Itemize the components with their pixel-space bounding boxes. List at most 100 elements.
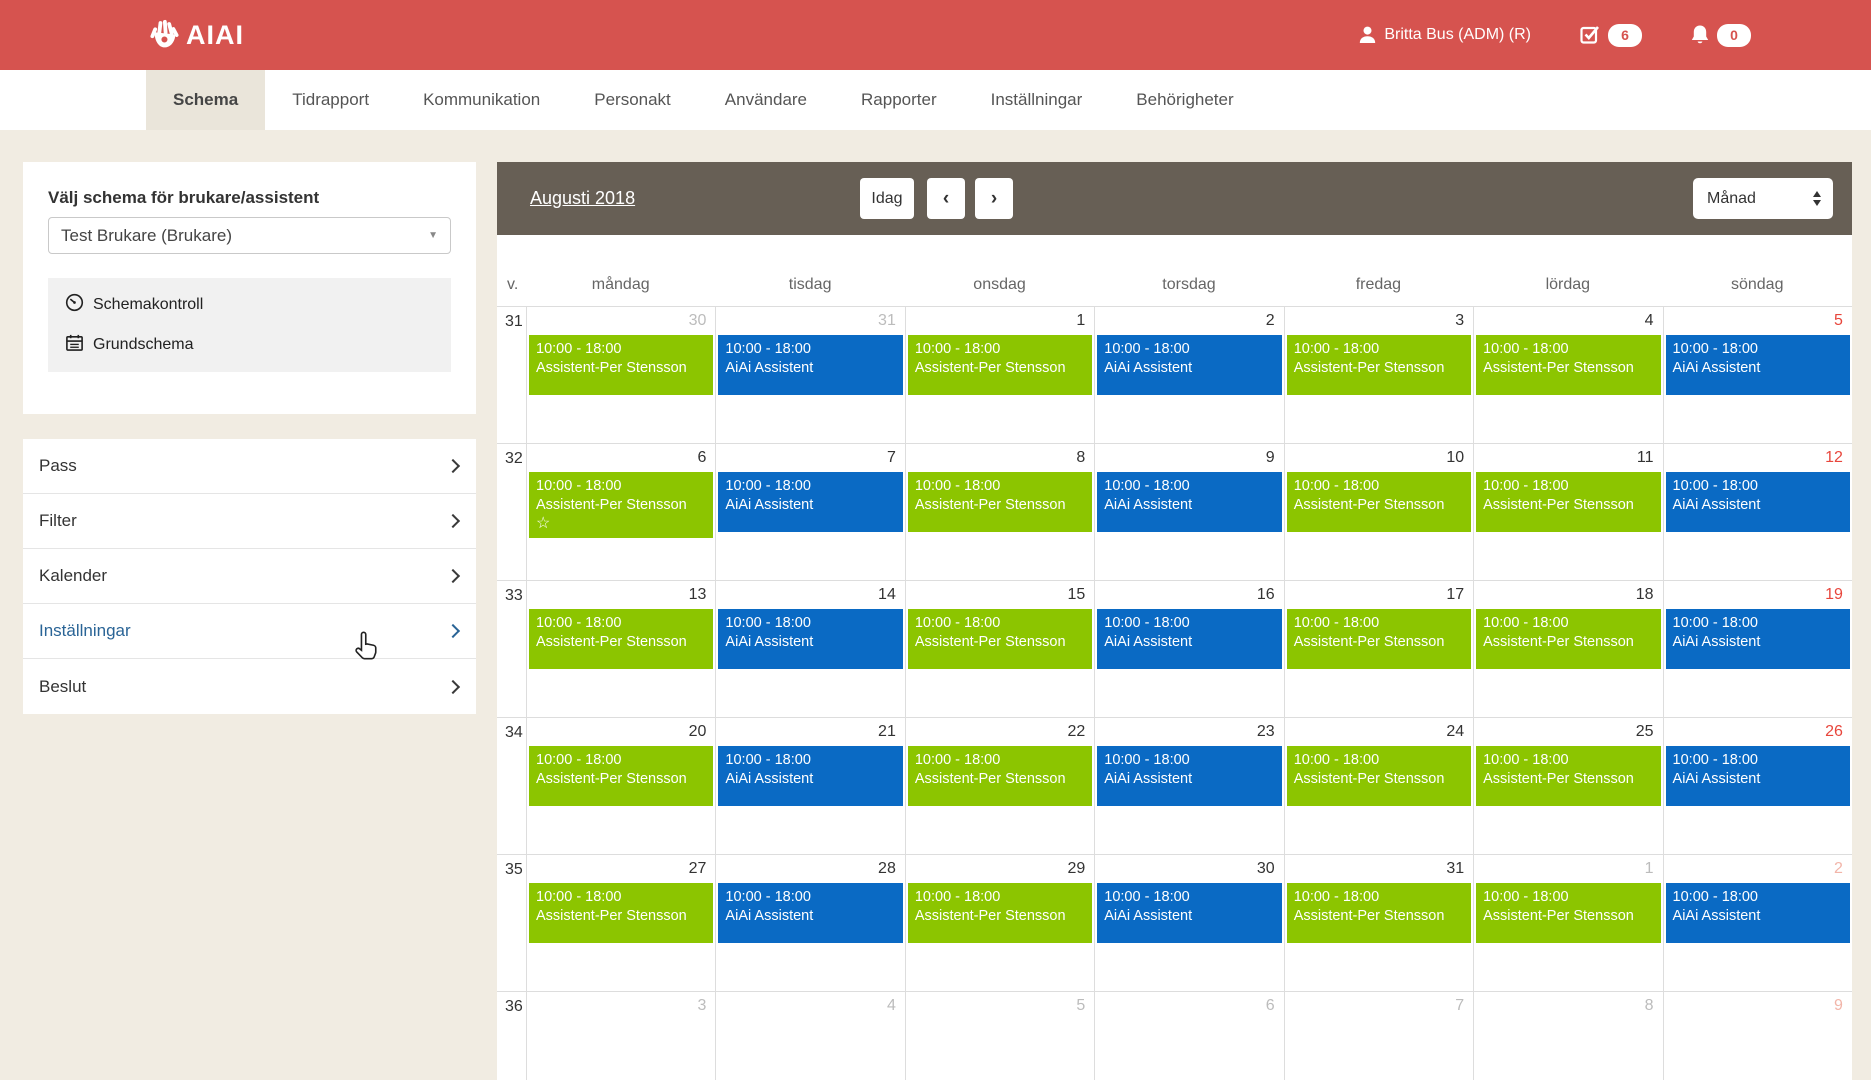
calendar-event[interactable]: 10:00 - 18:00 Assistent-Per Stensson [907,609,1093,669]
sidebar-link-gauge[interactable]: Schemakontroll [65,293,434,317]
day-cell: 20 10:00 - 18:00 Assistent-Per Stensson [526,718,715,854]
calendar-event[interactable]: 10:00 - 18:00 Assistent-Per Stensson [529,746,714,806]
accordion-item[interactable]: Pass [23,439,476,494]
event-title: Assistent-Per Stensson [1293,908,1445,925]
event-title: Assistent-Per Stensson [914,771,1066,788]
calendar-event[interactable]: 10:00 - 18:00 AiAi Assistent [718,472,903,532]
calendar-event[interactable]: 10:00 - 18:00 Assistent-Per Stensson [907,746,1093,806]
calendar-event[interactable]: 10:00 - 18:00 Assistent-Per Stensson [907,472,1093,532]
calendar-event[interactable]: 10:00 - 18:00 Assistent-Per Stensson [529,335,714,395]
calendar-event[interactable]: 10:00 - 18:00 AiAi Assistent [718,609,903,669]
week-number: 31 [505,313,523,330]
schema-select-label: Välj schema för brukare/assistent [48,188,320,207]
calendar-event[interactable]: 10:00 - 18:00 Assistent-Per Stensson [907,883,1093,943]
event-time: 10:00 - 18:00 [725,341,811,357]
alerts-count: 0 [1717,23,1751,47]
calendar-event[interactable]: 10:00 - 18:00 AiAi Assistent [1665,883,1850,943]
next-month-button[interactable]: › [975,178,1013,219]
day-number: 6 [1265,997,1275,1014]
accordion-item[interactable]: Filter [23,494,476,549]
nav-tab[interactable]: Personakt [594,90,671,109]
nav-tab[interactable]: Rapporter [861,90,937,109]
nav-tab[interactable]: Inställningar [990,90,1083,109]
calendar-event[interactable]: 10:00 - 18:00 Assistent-Per Stensson [1286,746,1472,806]
event-time: 10:00 - 18:00 [1483,889,1569,905]
accordion-item[interactable]: Inställningar [23,604,476,659]
alerts-badge[interactable]: 0 [1690,23,1751,47]
event-title: AiAi Assistent [1104,771,1193,788]
calendar-event[interactable]: 10:00 - 18:00 AiAi Assistent [1097,746,1282,806]
calendar-event[interactable]: 10:00 - 18:00 Assistent-Per Stensson [1476,883,1661,943]
nav-tab[interactable]: Tidrapport [292,90,370,109]
user-name: Britta Bus (ADM) (R) [1384,26,1531,43]
day-cell: 13 10:00 - 18:00 Assistent-Per Stensson [526,581,715,717]
calendar-event[interactable]: 10:00 - 18:00 AiAi Assistent [718,883,903,943]
calendar-event[interactable]: 10:00 - 18:00 AiAi Assistent [1665,609,1850,669]
calendar-event[interactable]: 10:00 - 18:00 Assistent-Per Stensson [1286,472,1472,532]
calendar-event[interactable]: 10:00 - 18:00 Assistent-Per Stensson [1476,746,1661,806]
today-button[interactable]: Idag [860,178,914,219]
nav-tab[interactable]: Kommunikation [423,90,541,109]
calendar-event[interactable]: 10:00 - 18:00 Assistent-Per Stensson ☆ [529,472,714,538]
chevron-right-icon [445,458,461,474]
day-cell: 30 10:00 - 18:00 Assistent-Per Stensson [526,307,715,443]
tasks-badge[interactable]: 6 [1579,23,1642,47]
day-number: 24 [1446,723,1465,740]
event-time: 10:00 - 18:00 [914,341,1001,357]
calendar-day-headers: v. måndag tisdag onsdag torsdag fredag lördag… [497,235,1852,306]
event-time: 10:00 - 18:00 [1293,889,1380,905]
calendar-event[interactable]: 10:00 - 18:00 AiAi Assistent [1097,609,1282,669]
calendar-title-link[interactable]: Augusti 2018 [530,188,636,208]
day-cell: 21 10:00 - 18:00 AiAi Assistent [715,718,904,854]
day-cell: 19 10:00 - 18:00 AiAi Assistent [1662,581,1852,717]
nav-tab[interactable]: Schema [146,70,266,130]
calendar-event[interactable]: 10:00 - 18:00 Assistent-Per Stensson [1476,472,1661,532]
day-cell: 1 10:00 - 18:00 Assistent-Per Stensson [904,307,1094,443]
sidebar-link-calendar[interactable]: Grundschema [65,333,434,357]
prev-month-button[interactable]: ‹ [927,178,965,219]
event-title: AiAi Assistent [725,771,814,788]
calendar-event[interactable]: 10:00 - 18:00 AiAi Assistent [1665,746,1850,806]
app-logo[interactable]: AIAI [146,0,244,70]
calendar-event[interactable]: 10:00 - 18:00 AiAi Assistent [1097,335,1282,395]
calendar-event[interactable]: 10:00 - 18:00 AiAi Assistent [1097,883,1282,943]
nav-tab[interactable]: Behörigheter [1136,90,1234,109]
event-time: 10:00 - 18:00 [1483,478,1569,494]
day-cell: 10 10:00 - 18:00 Assistent-Per Stensson [1283,444,1473,580]
accordion-item[interactable]: Kalender [23,549,476,604]
calendar-event[interactable]: 10:00 - 18:00 AiAi Assistent [1665,335,1850,395]
day-number: 9 [1265,449,1275,466]
calendar-event[interactable]: 10:00 - 18:00 Assistent-Per Stensson [1286,609,1472,669]
event-time: 10:00 - 18:00 [1672,478,1758,494]
calendar-event[interactable]: 10:00 - 18:00 Assistent-Per Stensson [907,335,1093,395]
day-number: 21 [878,723,896,740]
calendar-event[interactable]: 10:00 - 18:00 AiAi Assistent [718,746,903,806]
day-number: 27 [688,860,707,877]
nav-tab[interactable]: Användare [724,90,808,109]
accordion-item[interactable]: Beslut [23,659,476,714]
logo-text: AIAI [186,19,244,50]
schema-select[interactable]: Test Brukare (Brukare) ▼ [48,217,451,254]
user-menu[interactable]: Britta Bus (ADM) (R) [1359,26,1531,44]
view-select[interactable]: Månad [1693,178,1833,219]
calendar-event[interactable]: 10:00 - 18:00 Assistent-Per Stensson [1286,883,1472,943]
calendar-event[interactable]: 10:00 - 18:00 Assistent-Per Stensson [529,609,714,669]
sidebar-link-label: Schemakontroll [93,296,204,313]
calendar-event[interactable]: 10:00 - 18:00 Assistent-Per Stensson [1286,335,1472,395]
day-number: 3 [1455,312,1465,329]
day-number: 11 [1636,449,1654,466]
day-cell: 6 10:00 - 18:00 Assistent-Per Stensson ☆ [526,444,715,580]
day-number: 31 [878,312,896,329]
calendar-event[interactable]: 10:00 - 18:00 Assistent-Per Stensson [1476,609,1661,669]
day-number: 30 [1256,860,1275,877]
calendar-event[interactable]: 10:00 - 18:00 AiAi Assistent [1665,472,1850,532]
calendar-event[interactable]: 10:00 - 18:00 Assistent-Per Stensson [529,883,714,943]
event-time: 10:00 - 18:00 [1104,889,1190,905]
day-cell: 8 [1473,992,1662,1080]
calendar-event[interactable]: 10:00 - 18:00 AiAi Assistent [1097,472,1282,532]
header-right: Britta Bus (ADM) (R) 6 0 [1359,0,1751,70]
calendar-event[interactable]: 10:00 - 18:00 Assistent-Per Stensson [1476,335,1661,395]
gauge-icon [65,293,84,317]
calendar-grid: v. måndag tisdag onsdag torsdag fredag lördag… [497,235,1852,1080]
calendar-event[interactable]: 10:00 - 18:00 AiAi Assistent [718,335,903,395]
